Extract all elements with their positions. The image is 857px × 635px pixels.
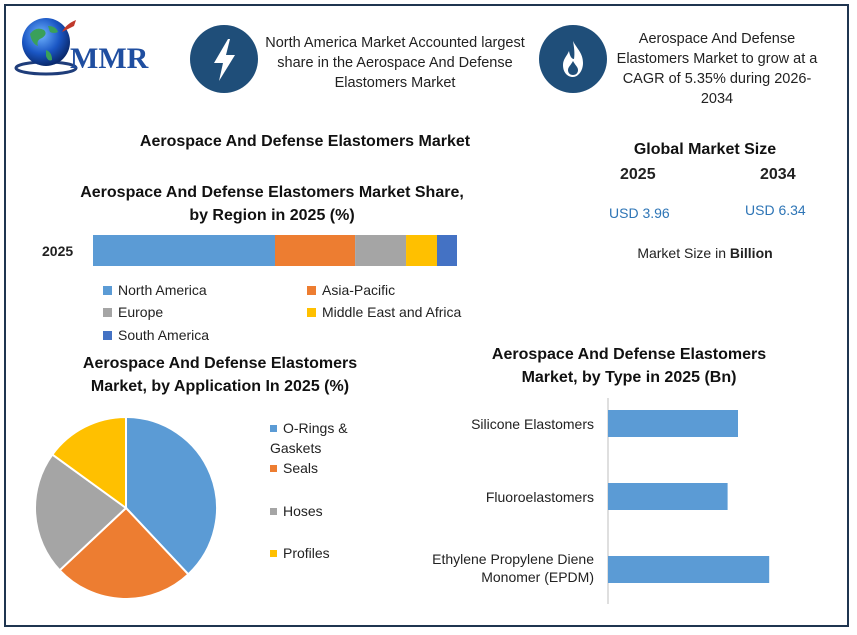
- infographic-frame: [4, 4, 849, 627]
- legend-swatch: [103, 330, 112, 340]
- legend-label: O-Rings & Gaskets: [270, 420, 348, 456]
- cagr-callout: Aerospace And Defense Elastomers Market …: [616, 31, 818, 107]
- legend-europe: Europe: [103, 304, 163, 320]
- market-size-value-2025: USD 3.96: [609, 205, 670, 221]
- pie-slice: [58, 506, 190, 600]
- market-size-title: Global Market Size: [633, 141, 777, 158]
- type-bar-label: Fluoroelastomers: [485, 489, 594, 505]
- legend-label: North America: [118, 282, 207, 298]
- market-size-note: Market Size in Billion: [600, 245, 810, 261]
- legend-swatch: [307, 307, 316, 317]
- mmr-logo: MMR: [12, 12, 172, 80]
- legend-label: Middle East and Africa: [322, 304, 462, 320]
- legend-label: Hoses: [283, 503, 323, 519]
- legend-swatch: [307, 285, 316, 295]
- legend-label: Europe: [118, 304, 164, 320]
- type-bar: [608, 483, 728, 510]
- legend-profiles: Profiles: [270, 545, 330, 561]
- legend-label: Asia-Pacific: [322, 282, 396, 298]
- legend-o-rings-gaskets: O-Rings & Gaskets: [270, 418, 380, 458]
- legend-north-america: North America: [103, 282, 207, 298]
- legend-middle-east-africa: Middle East and Africa: [307, 304, 461, 320]
- legend-south-america: South America: [103, 327, 209, 343]
- region-bar-segment: [355, 235, 407, 266]
- legend-label: Seals: [283, 460, 319, 476]
- region-bar-segment: [436, 235, 457, 266]
- region-bar-segment: [93, 235, 275, 266]
- market-size-year-2034: 2034: [760, 166, 796, 183]
- legend-swatch: [103, 285, 112, 295]
- flame-icon: [539, 25, 607, 93]
- legend-hoses: Hoses: [270, 503, 323, 519]
- legend-swatch: [270, 464, 277, 472]
- legend-swatch: [270, 424, 277, 432]
- legend-asia-pacific: Asia-Pacific: [307, 282, 395, 298]
- type-chart-title: Aerospace And Defense Elastomers Market,…: [491, 346, 767, 386]
- pie-slice: [125, 415, 218, 576]
- legend-swatch: [270, 549, 277, 557]
- region-bar-segment: [275, 235, 356, 266]
- logo-text: MMR: [70, 42, 149, 75]
- main-title: Aerospace And Defense Elastomers Market: [139, 133, 471, 150]
- north-america-callout: North America Market Accounted largest s…: [265, 35, 525, 91]
- market-size-year-2025: 2025: [620, 166, 656, 183]
- pie-slice: [34, 453, 128, 572]
- type-bar: [608, 556, 770, 583]
- type-bar-label: Ethylene Propylene Diene Monomer (EPDM): [432, 551, 594, 585]
- legend-label: South America: [118, 327, 210, 343]
- legend-seals: Seals: [270, 460, 318, 476]
- market-size-note-unit: Billion: [729, 245, 773, 261]
- type-bar: [608, 410, 738, 437]
- legend-label: Profiles: [283, 545, 330, 561]
- application-chart-title: Aerospace And Defense Elastomers Market,…: [82, 355, 358, 395]
- region-chart-title: Aerospace And Defense Elastomers Market …: [80, 184, 464, 224]
- market-size-note-prefix: Market Size in: [637, 245, 730, 261]
- market-size-value-2034: USD 6.34: [745, 202, 806, 218]
- pie-slice: [50, 415, 127, 510]
- type-bar-label: Silicone Elastomers: [471, 416, 594, 432]
- region-bar-category-label: 2025: [42, 243, 74, 259]
- legend-swatch: [270, 507, 277, 515]
- lightning-bolt-icon: [190, 25, 258, 93]
- legend-swatch: [103, 307, 112, 317]
- region-bar-segment: [406, 235, 437, 266]
